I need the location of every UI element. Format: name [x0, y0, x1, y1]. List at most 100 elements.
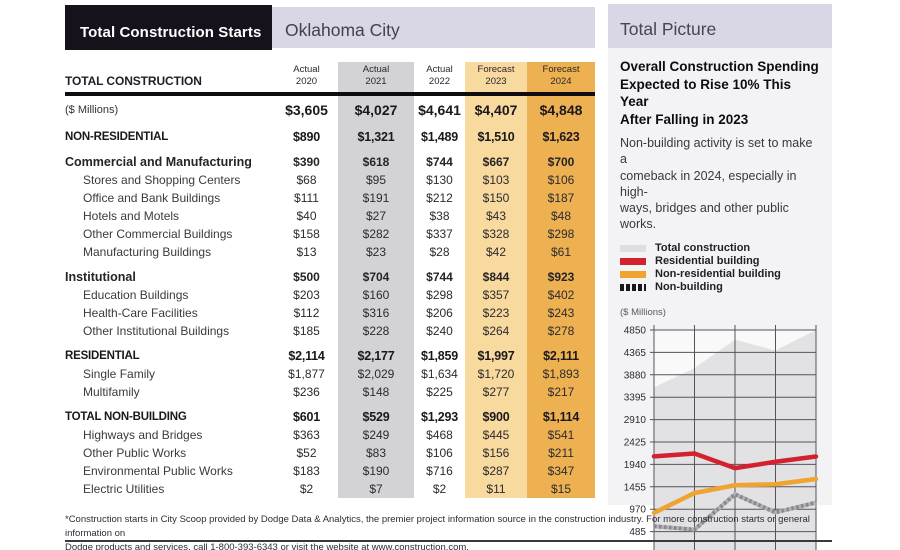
table-row: Electric Utilities $2 $7 $2 $11 $15 [65, 480, 595, 498]
row-label: Electric Utilities [83, 481, 165, 496]
svg-text:3395: 3395 [624, 392, 647, 403]
row-value: $529 [362, 409, 390, 424]
row-value: $298 [547, 226, 575, 241]
svg-text:970: 970 [629, 504, 646, 515]
footnote: *Construction starts in City Scoop provi… [65, 514, 810, 550]
row-value: $112 [293, 305, 320, 320]
row-value: $212 [426, 190, 453, 205]
legend-swatch [620, 258, 646, 266]
table-row: Health-Care Facilities $112 $316 $206 $223 $2… [65, 304, 595, 322]
chart-units-label: ($ Millions) [620, 306, 666, 318]
row-label: Single Family [83, 366, 156, 381]
table-row: Institutional $500 $704 $744 $844 $923 [65, 268, 595, 286]
row-value: $43 [485, 208, 507, 223]
row-value: $1,510 [477, 129, 515, 144]
row-value: $23 [365, 244, 387, 259]
row-value: $7 [369, 481, 383, 496]
row-value: $1,997 [477, 348, 515, 363]
row-value: $190 [362, 463, 390, 478]
row-label: Institutional [65, 269, 136, 284]
row-value: $1,293 [420, 409, 459, 424]
row-value: $347 [547, 463, 575, 478]
row-value: $390 [293, 154, 320, 169]
column-band-2021 [338, 62, 414, 498]
row-label: Multifamily [83, 384, 140, 399]
row-value: $103 [482, 172, 510, 187]
column-header-2022: Actual 2022 [426, 64, 453, 88]
row-value: $217 [547, 384, 575, 399]
legend-item: Total construction [620, 243, 820, 255]
svg-text:3880: 3880 [624, 370, 647, 381]
spending-line-chart: 4859701455194024252910339538804365485020… [620, 320, 820, 550]
row-value: $160 [362, 287, 390, 302]
legend-item: Non-residential building [620, 269, 820, 281]
row-value: $287 [482, 463, 510, 478]
table-row: Stores and Shopping Centers $68 $95 $130 $10… [65, 171, 595, 189]
chart-legend: Total construction Residential building No… [620, 243, 820, 294]
row-value: $183 [293, 463, 320, 478]
bottom-rule [65, 540, 832, 542]
svg-text:2425: 2425 [624, 437, 647, 448]
legend-item: Residential building [620, 256, 820, 268]
panel-title: Total Picture [620, 19, 717, 39]
table-row: Other Commercial Buildings $158 $282 $337 $3… [65, 225, 595, 243]
row-value: $316 [362, 305, 390, 320]
row-value: $298 [426, 287, 453, 302]
table-row: Single Family $1,877 $2,029 $1,634 $1,720 $1,… [65, 365, 595, 383]
row-label: Commercial and Manufacturing [65, 154, 252, 169]
table-row: NON-RESIDENTIAL $890 $1,321 $1,489 $1,510 $1,… [65, 128, 595, 146]
svg-text:1940: 1940 [624, 460, 647, 471]
row-value: $106 [547, 172, 575, 187]
total-picture-panel: Total Picture Overall Construction Spend… [608, 4, 832, 550]
row-value: $211 [548, 445, 574, 460]
row-value: $40 [296, 208, 317, 223]
row-label: Hotels and Motels [83, 208, 180, 223]
row-value: $744 [426, 269, 453, 284]
city-name: Oklahoma City [285, 20, 400, 40]
row-value: $38 [429, 208, 450, 223]
row-value: $68 [296, 172, 317, 187]
svg-text:485: 485 [629, 527, 646, 538]
row-value: $185 [293, 323, 320, 338]
legend-item: Non-building [620, 282, 820, 294]
row-label: Education Buildings [83, 287, 189, 302]
legend-label: Non-building [655, 281, 723, 294]
row-value: $1,720 [477, 366, 515, 381]
row-label: ($ Millions) [65, 104, 119, 116]
row-value: $716 [426, 463, 453, 478]
row-value: $249 [362, 427, 390, 442]
row-value: $225 [426, 384, 453, 399]
table-title: TOTAL CONSTRUCTION [65, 74, 202, 88]
row-value: $150 [482, 190, 510, 205]
row-value: $4,027 [354, 102, 398, 118]
row-value: $83 [365, 445, 387, 460]
row-value: $700 [547, 154, 575, 169]
row-value: $187 [547, 190, 575, 205]
row-value: $4,641 [418, 102, 461, 118]
row-value: $2,029 [357, 366, 395, 381]
row-value: $52 [296, 445, 317, 460]
row-value: $1,489 [420, 129, 459, 144]
row-value: $95 [365, 172, 387, 187]
row-value: $4,407 [474, 102, 518, 118]
row-value: $1,893 [542, 366, 580, 381]
report-title: Total Construction Starts [80, 24, 262, 41]
row-value: $106 [426, 445, 453, 460]
row-value: $11 [486, 481, 506, 496]
row-value: $1,877 [288, 366, 325, 381]
legend-swatch [620, 284, 646, 292]
row-value: $277 [482, 384, 510, 399]
row-value: $27 [365, 208, 387, 223]
row-value: $601 [292, 409, 320, 424]
row-value: $156 [482, 445, 510, 460]
row-value: $223 [482, 305, 510, 320]
row-value: $240 [426, 323, 453, 338]
row-value: $111 [294, 190, 319, 205]
column-header-2021: Actual 2021 [362, 64, 390, 88]
legend-swatch [620, 271, 646, 279]
row-value: $61 [550, 244, 572, 259]
row-label: Other Commercial Buildings [83, 226, 233, 241]
table-row: Manufacturing Buildings $13 $23 $28 $42 $61 [65, 243, 595, 261]
row-value: $500 [293, 269, 320, 284]
row-value: $363 [293, 427, 320, 442]
